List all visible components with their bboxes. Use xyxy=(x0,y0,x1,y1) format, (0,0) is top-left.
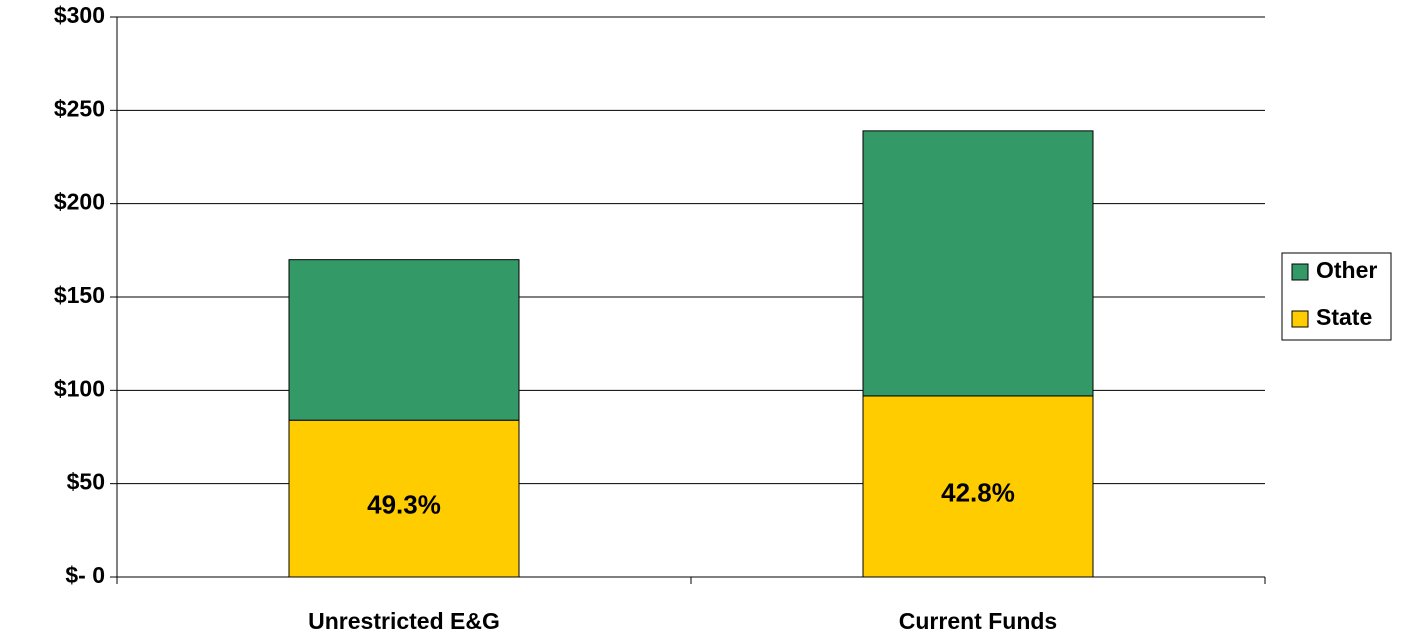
y-tick-label: $200 xyxy=(54,189,105,215)
y-tick-label: $50 xyxy=(67,469,105,495)
y-tick-label: $250 xyxy=(54,95,105,121)
bar-segment xyxy=(862,395,1094,578)
x-tick-label: Unrestricted E&G xyxy=(308,608,500,634)
x-tick-label: Current Funds xyxy=(899,608,1057,634)
y-tick-label: $- 0 xyxy=(65,562,105,588)
segment-label: 42.8% xyxy=(941,477,1015,507)
segment-label: 49.3% xyxy=(367,489,441,519)
legend-swatch xyxy=(1291,263,1309,281)
legend-label: Other xyxy=(1316,257,1377,283)
legend-swatch xyxy=(1291,310,1309,328)
bar-segment xyxy=(288,259,520,421)
y-tick-label: $300 xyxy=(54,2,105,28)
bar-segment xyxy=(862,130,1094,397)
y-tick-label: $150 xyxy=(54,282,105,308)
legend-label: State xyxy=(1316,304,1372,330)
y-tick-label: $100 xyxy=(54,375,105,401)
